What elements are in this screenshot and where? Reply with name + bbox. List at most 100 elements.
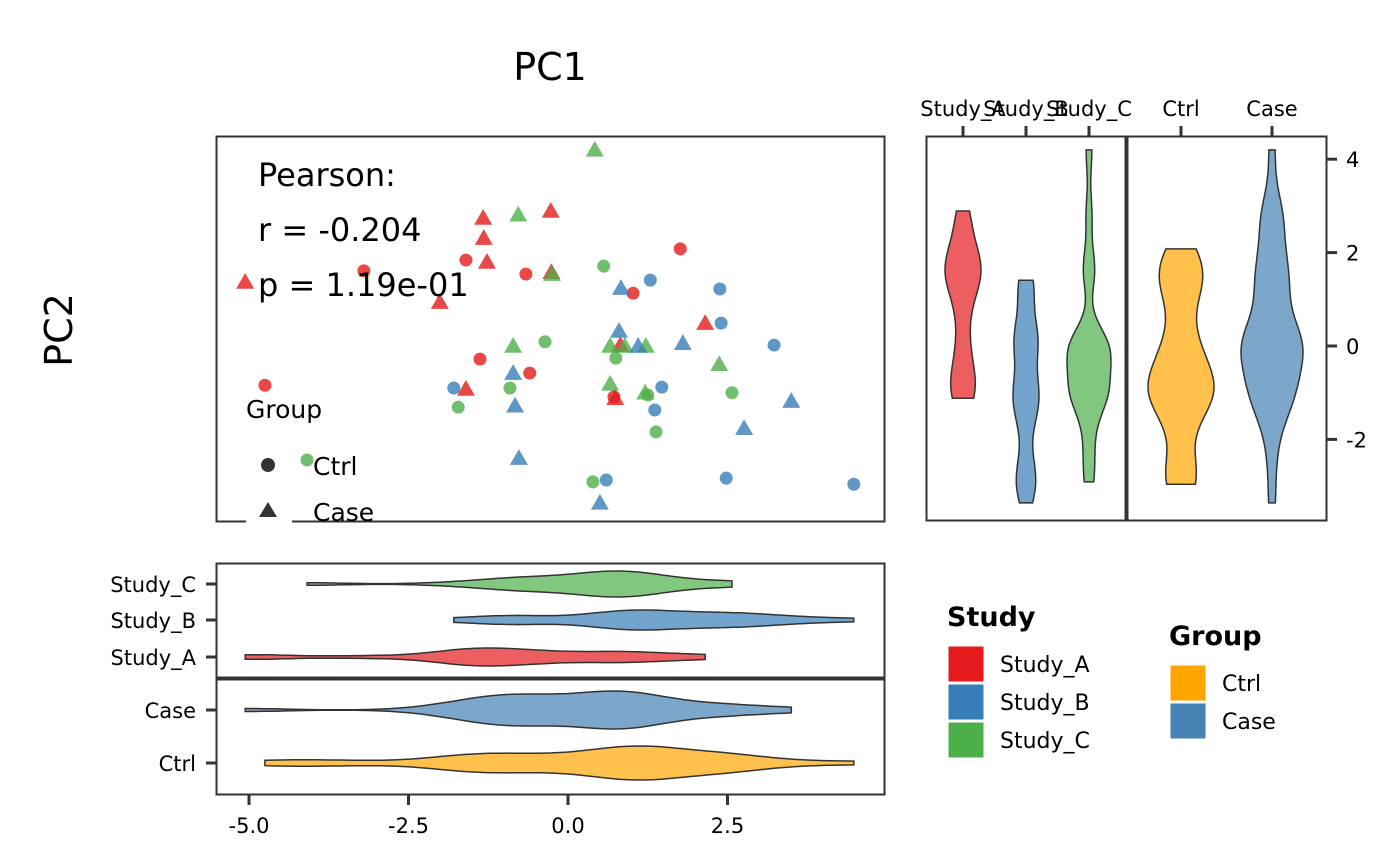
data-point-ctrl <box>538 335 552 349</box>
bottom-label-case: Case <box>145 699 196 723</box>
data-point-ctrl <box>719 471 733 485</box>
ctrl-legend-label: Ctrl <box>1222 672 1261 697</box>
study-a-legend-label: Study_A <box>1000 653 1090 678</box>
data-point-ctrl <box>357 264 371 278</box>
data-point-ctrl <box>713 282 727 296</box>
data-point-ctrl <box>447 381 461 395</box>
data-point-ctrl <box>473 352 487 366</box>
data-point-ctrl <box>597 259 611 273</box>
data-point-case <box>474 209 493 225</box>
bottom-left-ticks <box>206 582 216 765</box>
data-point-case <box>696 314 715 330</box>
y-tick-label: 2 <box>1346 242 1359 266</box>
violin-bottom-study-b <box>453 609 855 631</box>
shape-legend-case-label: Case <box>313 498 374 527</box>
data-point-case <box>509 205 528 222</box>
x-tick-label: -5.0 <box>229 814 270 838</box>
bottom-label-study-c: Study_C <box>110 573 196 598</box>
y-axis-label: PC2 <box>37 293 81 367</box>
bottom-label-study-a: Study_A <box>111 646 197 671</box>
study-b-swatch <box>947 683 985 721</box>
x-axis-ticks: -5.0 -2.5 0.0 2.5 <box>229 795 744 838</box>
data-point-ctrl <box>451 400 465 414</box>
group-legend-title: Group <box>1169 621 1262 652</box>
study-legend: Study Study_A Study_B Study_C <box>947 602 1090 759</box>
data-point-case <box>610 322 629 338</box>
data-point-case <box>590 493 609 510</box>
data-point-case <box>543 265 562 281</box>
data-point-case <box>504 337 523 353</box>
data-point-ctrl <box>648 403 662 417</box>
study-c-legend-label: Study_C <box>1000 729 1090 754</box>
group-legend: Group Ctrl Case <box>1169 621 1276 740</box>
violin-right-ctrl <box>1147 248 1215 485</box>
y-tick-label: 4 <box>1346 148 1359 172</box>
x-tick-label: 0.0 <box>551 814 584 838</box>
study-b-legend-label: Study_B <box>1000 691 1090 716</box>
pearson-r: r = -0.204 <box>258 211 421 249</box>
violin-right-study-b <box>1012 279 1040 504</box>
data-point-ctrl <box>519 267 533 281</box>
violin-right-study-c <box>1066 149 1112 483</box>
right-label-case: Case <box>1246 97 1297 121</box>
data-point-case <box>710 355 729 371</box>
study-a-swatch <box>947 645 985 683</box>
data-point-case <box>601 374 620 391</box>
study-c-swatch <box>947 721 985 759</box>
data-point-ctrl <box>847 477 861 491</box>
data-point-ctrl <box>300 453 314 467</box>
data-point-ctrl <box>459 253 473 267</box>
bottom-violin-panels: Study_C Study_B Study_A Case Ctrl -5.0 -2… <box>110 562 886 838</box>
data-point-ctrl <box>655 380 669 394</box>
data-point-case <box>601 337 620 353</box>
data-point-ctrl <box>714 316 728 330</box>
data-point-case <box>456 379 475 396</box>
data-point-ctrl <box>599 473 613 487</box>
data-point-ctrl <box>643 273 657 287</box>
data-point-ctrl <box>503 381 517 395</box>
violin-right-case <box>1240 149 1304 504</box>
data-point-case <box>585 140 604 157</box>
shape-legend: Group Ctrl Case <box>216 395 885 527</box>
data-point-ctrl <box>258 378 272 392</box>
data-point-case <box>509 449 528 465</box>
scatter-panel-border <box>215 135 886 523</box>
data-point-case <box>735 419 754 435</box>
bottom-violins <box>244 570 855 781</box>
right-label-study-a: Study_A <box>920 97 1006 122</box>
shape-legend-ctrl-label: Ctrl <box>313 452 357 481</box>
shape-legend-title: Group <box>246 395 322 424</box>
study-legend-title: Study <box>947 602 1036 633</box>
data-point-case <box>629 337 648 353</box>
right-top-ticks <box>961 126 1274 136</box>
data-point-case <box>673 334 692 350</box>
data-point-case <box>611 279 630 295</box>
y-axis-ticks: 4 2 0 -2 <box>1327 148 1367 452</box>
data-point-case <box>782 392 801 408</box>
violin-bottom-ctrl <box>264 745 855 781</box>
data-point-ctrl <box>767 338 781 352</box>
x-tick-label: 2.5 <box>711 814 744 838</box>
scatter-points <box>236 140 861 510</box>
right-label-study-b: Study_B <box>983 97 1069 122</box>
data-point-case <box>236 273 255 289</box>
data-point-case <box>615 337 634 353</box>
violin-bottom-study-a <box>244 647 706 667</box>
y-tick-label: 0 <box>1346 335 1359 359</box>
y-tick-label: -2 <box>1346 428 1367 452</box>
pearson-label: Pearson: <box>258 156 396 194</box>
data-point-ctrl <box>626 286 640 300</box>
data-point-case <box>430 293 449 309</box>
right-violin-panels: Study_A Study_B Study_C Ctrl Case 4 2 0 -2 <box>920 97 1367 522</box>
data-point-ctrl <box>609 351 623 365</box>
bottom-label-ctrl: Ctrl <box>159 752 196 776</box>
bottom-label-study-b: Study_B <box>110 609 196 634</box>
violin-right-study-a <box>944 210 982 400</box>
data-point-ctrl <box>586 475 600 489</box>
legend-triangle-icon <box>259 502 277 517</box>
scatter-panel: Pearson: r = -0.204 p = 1.19e-01 Group C… <box>215 135 886 527</box>
right-label-study-c: Study_C <box>1046 97 1132 122</box>
data-point-ctrl <box>641 388 655 402</box>
data-point-case <box>541 202 560 218</box>
